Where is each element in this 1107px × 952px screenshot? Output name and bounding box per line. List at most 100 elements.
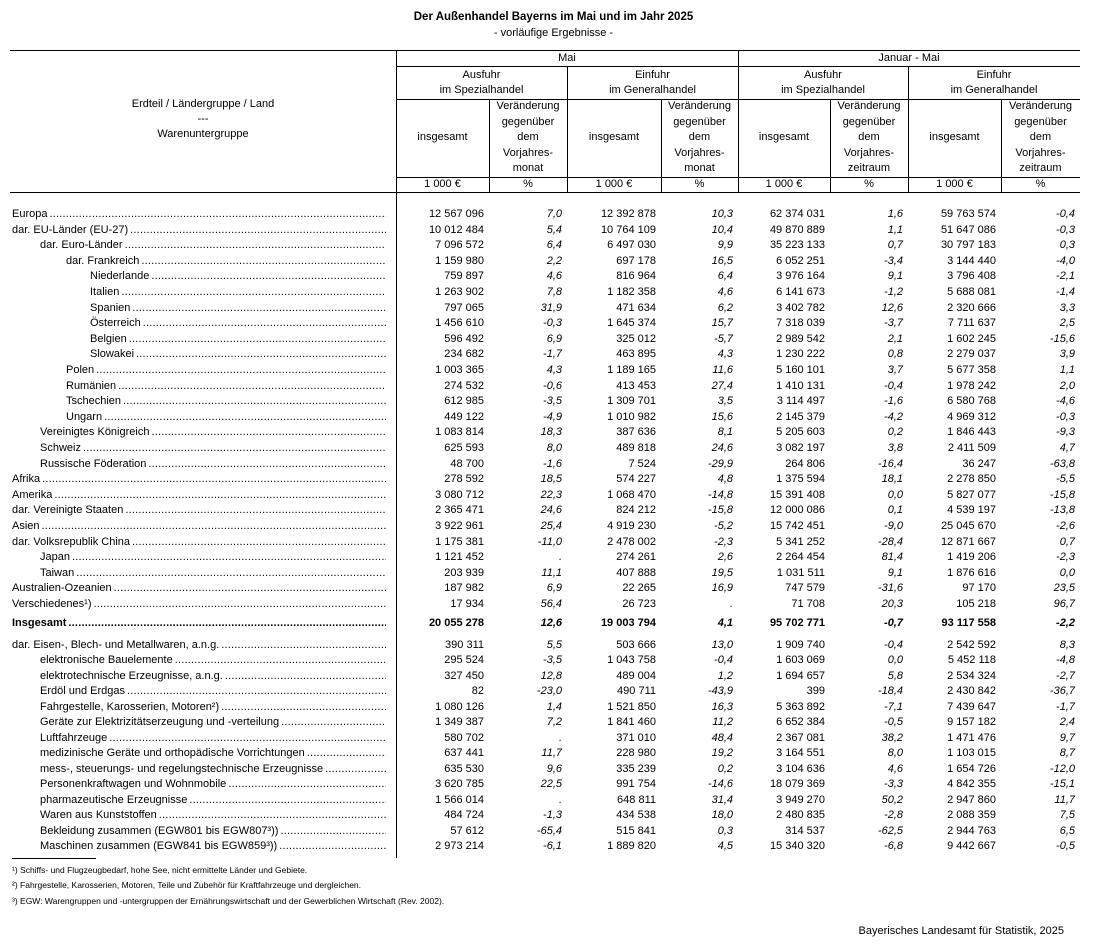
dot-leader <box>127 684 386 699</box>
dot-leader <box>125 503 386 518</box>
change-percent-cell: 4,7 <box>1059 442 1075 454</box>
value-cell: 105 218 <box>956 598 996 610</box>
change-percent-cell: 18,1 <box>881 473 903 486</box>
change-percent-cell: -2,3 <box>1056 551 1075 564</box>
value-cell: 327 450 <box>444 669 484 682</box>
table-row: Schweiz 625 593 8,0 489 818 24,6 3 082 197 3,8… <box>0 441 1107 456</box>
value-cell: 2 365 471 <box>435 504 484 517</box>
row-label: dar. Volksrepublik China <box>12 535 386 550</box>
dot-leader <box>96 363 386 378</box>
table-row: Afrika 278 592 18,5 574 227 4,8 1 375 594 18,1… <box>0 472 1107 487</box>
value-cell: 399 <box>806 685 825 698</box>
dot-leader <box>175 653 386 668</box>
value-cell: 625 593 <box>444 442 484 454</box>
column-header: zeitraum <box>847 162 891 174</box>
change-percent-cell: 3,3 <box>1059 301 1075 314</box>
change-percent-cell: 0,1 <box>887 504 903 517</box>
change-percent-cell: 16,9 <box>711 582 733 595</box>
row-label-text: Erdöl und Erdgas <box>40 685 125 698</box>
change-percent-cell: -15,1 <box>1049 778 1075 791</box>
value-cell: 2 534 324 <box>947 669 996 682</box>
table-row: Polen 1 003 365 4,3 1 189 165 11,6 5 160 101 3… <box>0 363 1107 378</box>
change-percent-cell: 8,0 <box>887 747 903 760</box>
table-row: dar. EU-Länder (EU-27) 10 012 484 5,4 10 76… <box>0 223 1107 238</box>
dot-leader <box>280 824 386 839</box>
value-cell: 9 442 667 <box>947 839 996 852</box>
row-label: Russische Föderation <box>40 457 386 472</box>
change-percent-cell: 11,2 <box>712 716 733 729</box>
value-cell: 7 711 637 <box>947 317 996 330</box>
change-percent-cell: 0,3 <box>1059 239 1075 252</box>
value-cell: 15 340 320 <box>769 839 825 852</box>
column-header: gegenüber <box>501 115 555 128</box>
column-header: Veränderung <box>1009 100 1072 112</box>
change-percent-cell: 24,6 <box>540 504 562 517</box>
dot-leader <box>83 441 386 456</box>
change-percent-cell: -11,0 <box>537 535 562 548</box>
value-cell: 274 261 <box>616 551 656 564</box>
page-subtitle: - vorläufige Ergebnisse - <box>493 27 614 39</box>
value-cell: 515 841 <box>616 824 656 837</box>
value-cell: 991 754 <box>616 778 656 791</box>
change-percent-cell: -4,6 <box>1056 395 1075 408</box>
footnote-1: ¹) Schiffs- und Flugzeugbedarf, hohe See… <box>12 865 308 875</box>
change-percent-cell: 6,4 <box>546 239 562 252</box>
unit-label: 1 000 € <box>936 178 973 190</box>
change-percent-cell: 18,3 <box>540 426 562 439</box>
dot-leader <box>325 762 386 777</box>
table-row: Waren aus Kunststoffen 484 724 -1,3 434 538… <box>0 808 1107 823</box>
value-cell: 759 897 <box>444 270 484 283</box>
row-label: Australien-Ozeanien <box>12 581 386 596</box>
change-percent-cell: -6,8 <box>884 839 903 852</box>
unit-label: % <box>694 178 705 190</box>
change-percent-cell: -23,0 <box>536 685 562 698</box>
dot-leader <box>151 425 386 440</box>
dot-leader <box>141 254 386 269</box>
row-label: elektrotechnische Erzeugnisse, a.n.g. <box>40 669 386 684</box>
value-cell: 264 806 <box>785 457 825 470</box>
value-cell: 1 471 476 <box>947 731 996 744</box>
change-percent-cell: -36,7 <box>1049 685 1075 698</box>
row-label: Italien <box>90 285 386 300</box>
value-cell: 95 702 771 <box>769 617 825 629</box>
unit-label: % <box>523 178 533 190</box>
value-cell: 6 580 768 <box>947 395 996 408</box>
change-percent-cell: -3,3 <box>884 778 903 791</box>
table-row: dar. Vereinigte Staaten 2 365 471 24,6 824 … <box>0 503 1107 518</box>
row-label: mess-, steuerungs- und regelungstechnisc… <box>40 762 386 777</box>
change-percent-cell: 15,7 <box>711 317 733 330</box>
change-percent-cell: 4,6 <box>546 270 562 283</box>
value-cell: 1 410 131 <box>776 379 825 392</box>
value-cell: 697 178 <box>616 254 656 267</box>
change-percent-cell: 0,7 <box>1059 535 1075 548</box>
change-percent-cell: 8,0 <box>546 442 562 454</box>
row-label-text: Niederlande <box>90 270 150 283</box>
value-cell: 2 989 542 <box>776 332 825 345</box>
value-cell: 3 620 785 <box>435 778 484 791</box>
rule-group-divider <box>567 66 568 192</box>
change-percent-cell: -2,7 <box>1056 669 1075 682</box>
row-label-text: dar. Euro-Länder <box>40 239 123 252</box>
change-percent-cell: 9,6 <box>546 762 562 775</box>
footnote-3: ³) EGW: Warengruppen und -untergruppen d… <box>12 896 445 906</box>
row-label-text: pharmazeutische Erzeugnisse <box>40 793 188 806</box>
row-label: dar. Euro-Länder <box>40 238 386 253</box>
change-percent-cell: -1,2 <box>884 286 903 298</box>
change-percent-cell: -3,7 <box>884 317 903 330</box>
change-percent-cell: 11,7 <box>541 747 562 760</box>
dot-leader <box>143 316 386 331</box>
column-header: Vorjahres- <box>843 146 895 159</box>
change-percent-cell: -0,3 <box>1056 223 1075 236</box>
value-cell: 5 452 118 <box>947 654 996 667</box>
dot-leader <box>151 269 386 284</box>
value-cell: 449 122 <box>444 410 484 423</box>
table-row: Niederlande 759 897 4,6 816 964 6,4 3 976 164… <box>0 269 1107 284</box>
table-row: Luftfahrzeuge 580 702. 371 010 48,4 2 367 08… <box>0 731 1107 746</box>
value-cell: 3 922 961 <box>435 520 484 532</box>
row-label: Afrika <box>12 472 386 487</box>
row-label: medizinische Geräte und orthopädische Vo… <box>40 746 386 761</box>
change-percent-cell: 4,1 <box>717 617 733 629</box>
change-percent-cell: 5,5 <box>546 639 562 651</box>
change-percent-cell: -2,2 <box>1056 617 1075 629</box>
dot-leader <box>114 581 386 596</box>
